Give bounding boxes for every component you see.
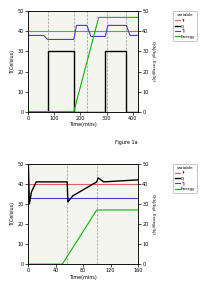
Y-axis label: T(Celsius): T(Celsius) bbox=[10, 202, 15, 226]
Legend: Tr, Q, Tj, Energy: Tr, Q, Tj, Energy bbox=[173, 164, 197, 193]
Legend: Tr, Q, Tj, Energy: Tr, Q, Tj, Energy bbox=[173, 11, 197, 41]
Y-axis label: T(Celsius): T(Celsius) bbox=[10, 49, 15, 74]
Y-axis label: Q(kJ/kg), Energy(kJ): Q(kJ/kg), Energy(kJ) bbox=[151, 41, 155, 82]
X-axis label: Time(mins): Time(mins) bbox=[69, 122, 97, 127]
Y-axis label: Q(kJ/kg), Energy(kJ): Q(kJ/kg), Energy(kJ) bbox=[151, 194, 155, 234]
X-axis label: Time(mins): Time(mins) bbox=[69, 275, 97, 280]
Text: Figure 1a: Figure 1a bbox=[115, 140, 138, 145]
